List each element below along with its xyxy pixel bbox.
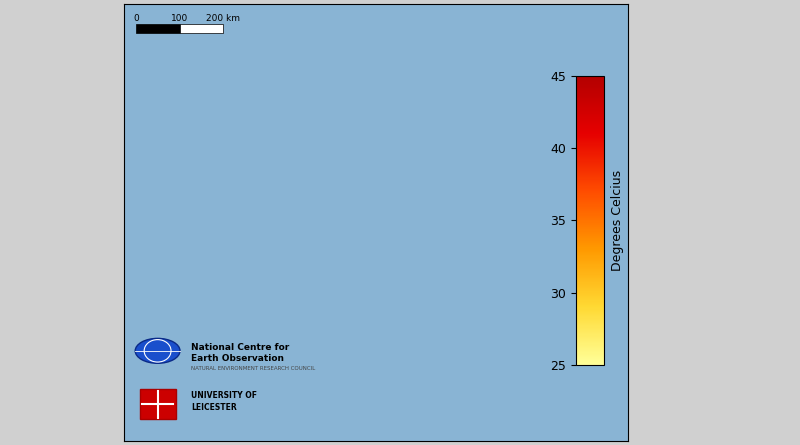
Text: NATURAL ENVIRONMENT RESEARCH COUNCIL: NATURAL ENVIRONMENT RESEARCH COUNCIL xyxy=(191,366,315,371)
Bar xyxy=(136,24,179,33)
Text: 0: 0 xyxy=(134,14,139,23)
Circle shape xyxy=(135,338,180,363)
Text: National Centre for
Earth Observation: National Centre for Earth Observation xyxy=(191,344,290,364)
Text: 200 km: 200 km xyxy=(206,14,240,23)
Text: 100: 100 xyxy=(171,14,188,23)
FancyBboxPatch shape xyxy=(140,389,175,419)
Bar xyxy=(179,24,222,33)
Y-axis label: Degrees Celcius: Degrees Celcius xyxy=(611,170,624,271)
Text: UNIVERSITY OF
LEICESTER: UNIVERSITY OF LEICESTER xyxy=(191,391,258,412)
